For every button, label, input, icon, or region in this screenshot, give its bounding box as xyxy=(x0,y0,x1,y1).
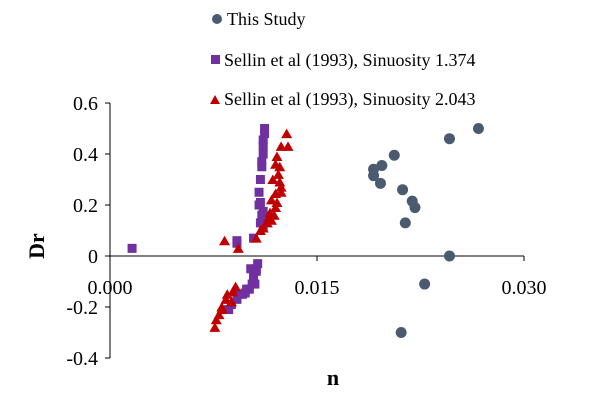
data-point-triangle xyxy=(221,289,233,299)
data-point-square xyxy=(260,129,270,139)
data-point-square xyxy=(247,279,257,289)
legend-item: Sellin et al (1993), Sinuosity 1.374 xyxy=(211,50,476,71)
data-point-triangle xyxy=(227,286,239,297)
y-tick-label: 0 xyxy=(88,246,98,268)
data-point-square xyxy=(257,210,267,220)
x-tick-label: 0.000 xyxy=(88,277,133,299)
data-point-square xyxy=(224,305,234,315)
data-point-square xyxy=(258,149,268,159)
x-axis-ticks: 0.000 0.015 0.030 xyxy=(88,256,547,299)
data-point-triangle xyxy=(267,174,279,184)
y-tick-label: -0.4 xyxy=(66,348,98,370)
data-point-triangle xyxy=(275,182,287,192)
legend-item: Sellin et al (1993), Sinuosity 2.043 xyxy=(210,89,476,110)
data-point-square xyxy=(253,259,263,269)
legend-marker-circle xyxy=(212,14,222,24)
legend-label: Sellin et al (1993), Sinuosity 1.374 xyxy=(224,50,476,71)
y-axis-ticks: -0.4 -0.2 0 0.2 0.4 0.6 xyxy=(66,93,110,370)
data-point-square xyxy=(251,266,261,276)
data-point-triangle xyxy=(270,202,282,213)
data-point-triangle xyxy=(225,296,237,307)
data-point-square xyxy=(237,289,247,299)
data-point-square xyxy=(255,175,265,184)
data-point-triangle xyxy=(270,188,282,199)
x-tick-label: 0.015 xyxy=(295,277,340,299)
data-point-square xyxy=(254,187,264,197)
data-point-circle xyxy=(443,133,455,145)
data-point-circle xyxy=(388,149,400,161)
data-point-circle xyxy=(409,202,421,214)
data-point-triangle xyxy=(220,294,232,304)
legend-item: This Study xyxy=(212,9,306,29)
y-axis-title: Dr xyxy=(24,233,49,259)
data-point-circle xyxy=(472,123,484,134)
data-point-square xyxy=(258,135,268,145)
data-point-triangle xyxy=(209,322,221,332)
data-point-square xyxy=(246,264,256,274)
y-tick-label: 0.2 xyxy=(73,195,98,217)
data-point-triangle xyxy=(219,235,231,246)
y-tick-label: 0.6 xyxy=(73,93,98,115)
data-point-square xyxy=(249,271,259,281)
data-point-triangle xyxy=(261,217,273,228)
data-point-triangle xyxy=(254,225,266,235)
y-tick-label: -0.2 xyxy=(66,297,98,319)
data-point-triangle xyxy=(271,197,283,207)
data-point-square xyxy=(257,162,267,172)
data-point-triangle xyxy=(275,141,287,151)
data-point-circle xyxy=(419,278,431,290)
data-point-triangle xyxy=(232,243,244,253)
data-point-triangle xyxy=(250,233,262,243)
x-tick-label: 0.030 xyxy=(502,277,547,299)
data-point-circle xyxy=(368,170,380,182)
data-point-triangle xyxy=(210,314,222,325)
data-point-square xyxy=(255,218,265,228)
data-point-circle xyxy=(395,327,407,338)
legend-label: Sellin et al (1993), Sinuosity 2.043 xyxy=(224,89,476,110)
data-point-circle xyxy=(374,177,386,189)
data-point-square xyxy=(232,294,242,304)
data-point-triangle xyxy=(281,128,293,139)
legend-label: This Study xyxy=(227,9,306,29)
data-point-square xyxy=(232,238,242,248)
data-points xyxy=(127,123,484,338)
y-tick-label: 0.4 xyxy=(73,144,98,166)
data-point-triangle xyxy=(274,177,286,187)
data-point-square xyxy=(254,200,264,210)
data-point-triangle xyxy=(271,151,283,162)
data-point-circle xyxy=(399,217,411,229)
data-point-triangle xyxy=(282,141,294,151)
data-point-triangle xyxy=(274,161,286,172)
data-point-square xyxy=(260,124,270,133)
data-point-square xyxy=(257,157,267,167)
legend-marker-triangle xyxy=(210,95,220,104)
data-point-circle xyxy=(376,159,388,171)
x-axis-title: n xyxy=(327,365,339,390)
legend: This Study Sellin et al (1993), Sinuosit… xyxy=(210,9,476,110)
data-point-square xyxy=(127,243,137,253)
data-point-circle xyxy=(443,250,455,262)
data-point-circle xyxy=(397,184,409,196)
legend-marker-square xyxy=(211,55,220,64)
data-point-triangle xyxy=(265,194,277,205)
data-point-square xyxy=(258,141,268,151)
data-point-triangle xyxy=(272,169,284,179)
